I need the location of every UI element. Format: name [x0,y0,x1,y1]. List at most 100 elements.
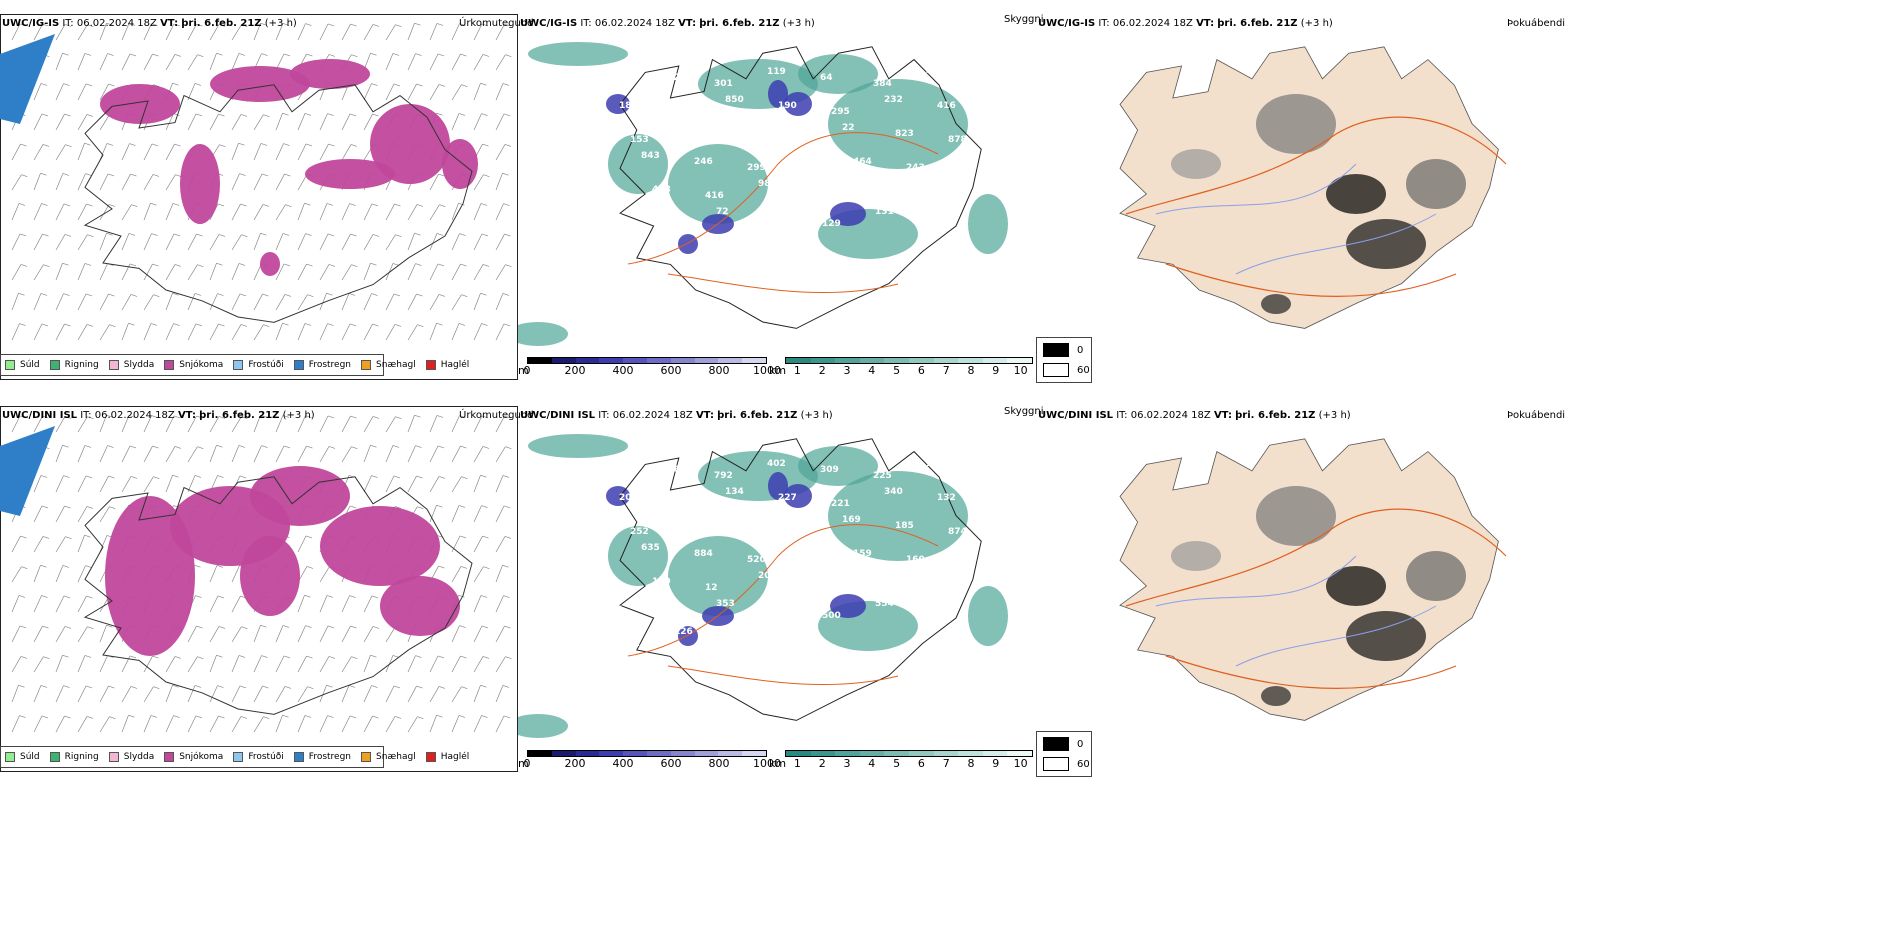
wind-barb [451,415,460,433]
wind-barb [429,23,438,41]
wind-barb-flag [460,445,467,449]
wind-barb [319,203,328,221]
colorbar-step [599,751,624,756]
cloud-base-label: 169 [842,515,861,525]
wind-barb [319,446,330,463]
colorbar-step [884,751,909,756]
wind-barb-flag [241,234,248,238]
wind-barb-flag [395,416,402,420]
wind-barb [495,144,506,161]
cloud-base-label: 384 [873,79,892,89]
wind-barb-flag [40,172,47,176]
wind-barb [77,143,85,161]
wind-barb [33,685,42,703]
wind-barb-flag [43,656,50,660]
wind-barb-flag [460,655,467,659]
wind-barb [319,415,329,433]
wind-barb [231,114,242,131]
wind-barb [429,715,437,733]
wind-barb-flag [216,52,223,56]
wind-barb-flag [414,414,421,418]
low-cloud-patch [768,80,788,108]
wind-barb [231,24,242,41]
legend-swatch [5,360,15,370]
wind-barb-flag [63,293,70,296]
legend-item-3: Snjókoma [164,360,223,370]
wind-barb [385,475,395,493]
wind-barb-flag [128,322,135,326]
wind-barb [473,54,484,71]
legend-label: Snæhagl [376,752,416,762]
fog-legend-row: 60 [1043,363,1090,377]
wind-barb [55,83,64,101]
wind-barb-flag [260,414,267,418]
wind-barb [495,203,504,221]
wind-barb-flag [218,715,225,719]
wind-barb [451,505,460,523]
wind-barb-flag [240,203,247,207]
cloud-title-1: Skyggni [1004,14,1044,25]
wind-barb [495,173,503,191]
wind-barb [275,655,285,673]
wind-barb-flag [196,23,203,27]
colorbar-step [958,358,983,363]
low-cloud-patch [784,92,812,116]
wind-barb-flag [150,715,158,718]
cloud-base-label: 98 [758,179,771,189]
wind-barb-flag [326,595,334,598]
wind-barb [253,293,263,311]
wind-barb [165,203,174,221]
wind-barb [297,174,308,191]
colorbar-step [528,751,552,756]
colorbar-step [1007,751,1032,756]
header-cloud-1: UWC/IG-IS IT: 06.02.2024 18Z VT: þri. 6.… [520,18,815,29]
wind-barb [121,173,131,191]
wind-barb [77,83,87,101]
visibility-patch [968,194,1008,254]
wind-barb-flag [62,444,69,448]
wind-barb-flag [458,113,466,116]
legend-swatch [233,752,244,762]
wind-barb-flag [460,53,467,57]
wind-barb [429,53,439,71]
wind-barb [187,233,197,251]
colorbar-step [646,358,671,363]
wind-barb [11,415,21,433]
wind-barb-flag [129,263,137,267]
wind-barb [77,114,88,131]
wind-barb [11,143,21,161]
wind-barb [11,715,20,733]
wind-barb-flag [283,263,291,267]
visibility-patch [828,471,968,561]
fog-legend-row: 0 [1043,343,1083,357]
wind-barb [451,566,462,583]
wind-barb [143,655,153,673]
wind-barb [385,685,395,703]
legend-swatch [49,752,60,762]
snow-patch [442,139,478,189]
wind-barb [451,233,460,251]
colorbar-tick: 1000 [753,364,781,377]
wind-barb-flag [372,626,380,629]
cloud-base-label: 178 [811,577,830,587]
wind-barb [121,715,129,733]
colorbar-step [1007,358,1032,363]
wind-barb-flag [151,415,158,418]
wind-barb-flag [461,84,468,88]
wind-barb-flag [197,54,204,58]
wind-barb [253,204,264,221]
wind-barb-flag [239,173,246,176]
wind-barb [77,263,86,281]
wind-barb [165,174,176,191]
wind-barb-flag [239,293,247,297]
wind-barb-flag [370,262,377,266]
fog-patch [1261,686,1291,706]
wind-barb-flag [503,203,510,206]
wind-barb-flag [195,323,203,327]
wind-barb-flag [438,565,445,569]
legend-item-0: Súld [5,752,40,762]
fog-panel-2 [1036,406,1556,772]
wind-barb [99,324,110,341]
wind-barb-flag [197,446,204,450]
wind-barb [451,445,461,463]
